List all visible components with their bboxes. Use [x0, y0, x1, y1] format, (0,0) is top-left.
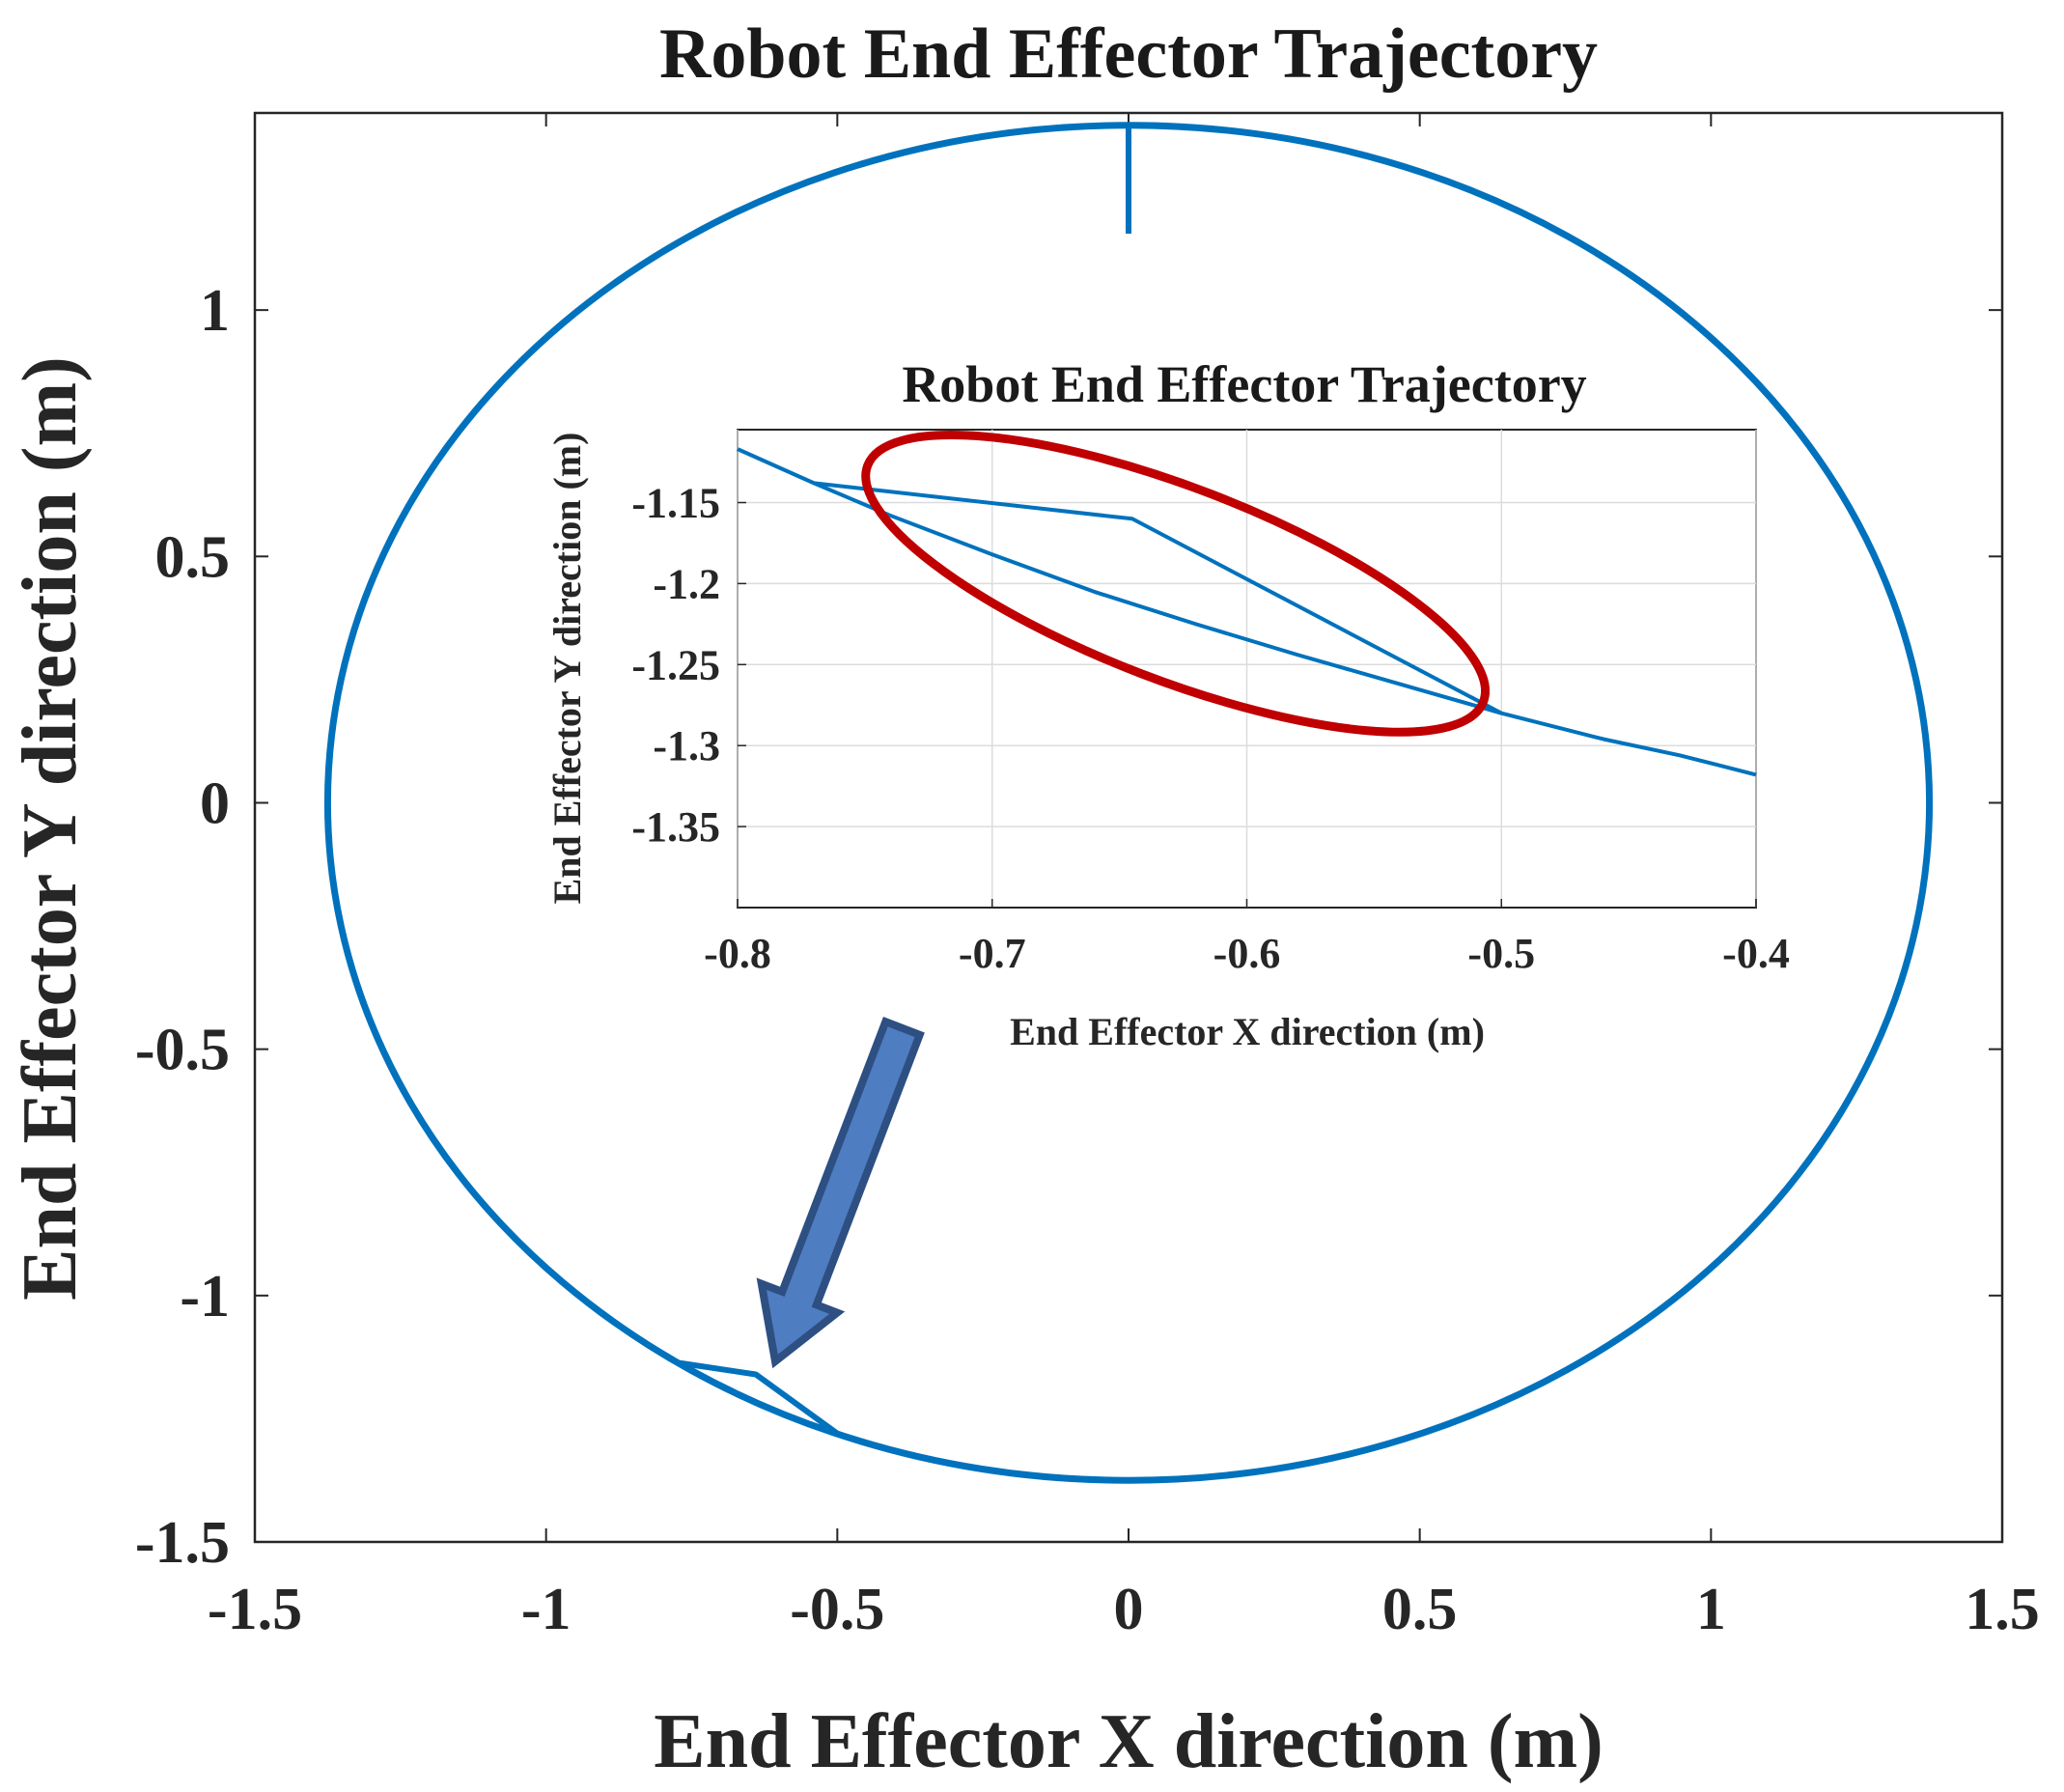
inset-y-tick-label: -1.3	[653, 722, 720, 770]
x-tick-label: 0	[1114, 1577, 1144, 1642]
inset-y-axis-label: End Effector Y direction (m)	[545, 433, 589, 905]
main-x-tick-labels: -1.5 -1 -0.5 0 0.5 1 1.5	[208, 1577, 2040, 1642]
inset-trajectory-segment-1	[813, 481, 1503, 715]
inset-x-tick-label: -0.6	[1213, 930, 1281, 977]
zoom-pointer-arrow	[756, 1017, 925, 1369]
inset-y-tick-label: -1.15	[631, 480, 720, 527]
y-tick-label: 0.5	[155, 524, 231, 590]
main-y-axis-label: End Effector Y direction (m)	[8, 356, 93, 1301]
inset-y-tick-label: -1.2	[653, 560, 720, 607]
inset-y-tick-label: -1.25	[631, 641, 720, 688]
inset-x-tick-label: -0.5	[1467, 930, 1535, 977]
arrow-icon	[756, 1017, 925, 1369]
main-x-axis-label: End Effector X direction (m)	[654, 1699, 1604, 1784]
x-tick-label: 1	[1696, 1577, 1726, 1642]
inset-x-axis-label: End Effector X direction (m)	[1010, 1010, 1485, 1053]
main-title: Robot End Effector Trajectory	[659, 14, 1598, 94]
inset-annotations	[861, 431, 1491, 737]
inset-chart: Robot End Effector Trajectory -0.8 -0.7 -0…	[545, 355, 1790, 1053]
inset-grid	[737, 430, 1757, 908]
x-tick-label: -1	[521, 1577, 572, 1642]
inset-y-tick-labels: -1.35 -1.3 -1.25 -1.2 -1.15	[631, 480, 720, 852]
main-y-tick-labels: -1.5 -1 -0.5 0 0.5 1	[135, 278, 230, 1576]
inset-tick-marks	[737, 501, 1757, 908]
y-tick-label: -1	[180, 1264, 230, 1330]
main-tick-marks	[254, 113, 2003, 1543]
trajectory-segment-2	[679, 1359, 840, 1437]
y-tick-label: -1.5	[135, 1510, 230, 1576]
inset-x-tick-label: -0.4	[1722, 930, 1790, 977]
y-tick-label: 0	[200, 770, 230, 836]
x-tick-label: -1.5	[208, 1577, 302, 1642]
inset-y-tick-label: -1.35	[631, 803, 720, 851]
inset-title: Robot End Effector Trajectory	[902, 355, 1586, 413]
inset-x-tick-labels: -0.8 -0.7 -0.6 -0.5 -0.4	[704, 930, 1790, 977]
highlight-ellipse	[861, 431, 1491, 737]
y-tick-label: -0.5	[135, 1018, 230, 1083]
x-tick-label: 1.5	[1965, 1577, 2040, 1642]
x-tick-label: 0.5	[1382, 1577, 1458, 1642]
inset-x-tick-label: -0.8	[704, 930, 771, 977]
inset-x-tick-label: -0.7	[959, 930, 1026, 977]
main-series-lines	[323, 122, 1934, 1484]
y-tick-label: 1	[200, 278, 230, 344]
x-tick-label: -0.5	[790, 1577, 884, 1642]
